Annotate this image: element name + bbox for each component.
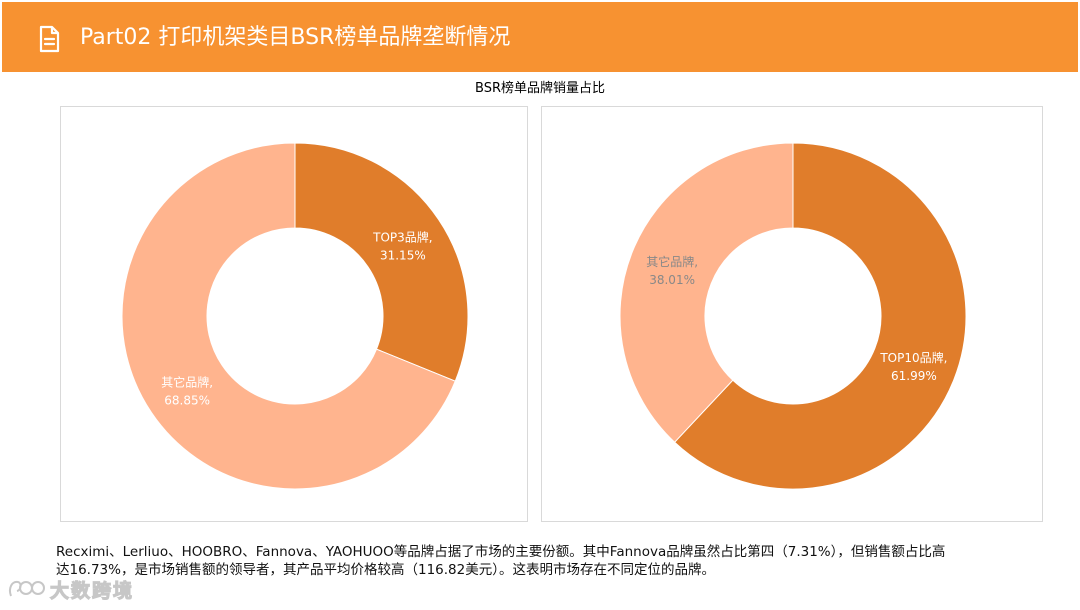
page-title: Part02 打印机架类目BSR榜单品牌垄断情况 bbox=[80, 25, 511, 50]
slice-label: 其它品牌, 68.85% bbox=[161, 375, 213, 408]
slice-percent: 68.85% bbox=[164, 394, 210, 408]
chart-panel-top10: TOP10品牌, 61.99% 其它品牌, 38.01% bbox=[541, 106, 1043, 522]
donut-slice bbox=[294, 142, 469, 382]
slice-name: TOP10品牌, bbox=[879, 351, 947, 365]
slice-name: 其它品牌, bbox=[646, 254, 698, 269]
logo-icon bbox=[8, 580, 45, 597]
slice-percent: 61.99% bbox=[891, 369, 937, 383]
donut-slice bbox=[619, 142, 794, 443]
watermark-text: 大数跨境 bbox=[49, 579, 135, 602]
slice-percent: 38.01% bbox=[649, 273, 695, 287]
summary-line-2: 达16.73%，是市场销售额的领导者，其产品平均价格较高（116.82美元）。这… bbox=[56, 562, 715, 578]
summary-text: Recximi、Lerliuo、HOOBRO、Fannova、YAOHUOO等品… bbox=[56, 543, 1046, 579]
chart-panel-top3: TOP3品牌, 31.15% 其它品牌, 68.85% bbox=[60, 106, 528, 522]
summary-line-1: Recximi、Lerliuo、HOOBRO、Fannova、YAOHUOO等品… bbox=[56, 544, 946, 560]
donut-chart-top10: TOP10品牌, 61.99% 其它品牌, 38.01% bbox=[619, 142, 967, 490]
slice-percent: 31.15% bbox=[380, 248, 426, 262]
slice-label: 其它品牌, 38.01% bbox=[646, 254, 698, 287]
slice-label: TOP3品牌, 31.15% bbox=[372, 230, 432, 262]
chart-title: BSR榜单品牌销量占比 bbox=[475, 81, 605, 96]
header-bar: Part02 打印机架类目BSR榜单品牌垄断情况 bbox=[2, 2, 1078, 72]
watermark: 大数跨境 bbox=[6, 574, 134, 604]
donut-slice bbox=[121, 142, 456, 490]
document-icon bbox=[39, 25, 60, 53]
donut-chart-top3: TOP3品牌, 31.15% 其它品牌, 68.85% bbox=[121, 142, 469, 490]
donut-slice bbox=[673, 142, 967, 490]
slice-label: TOP10品牌, 61.99% bbox=[879, 351, 947, 383]
slice-name: 其它品牌, bbox=[161, 375, 213, 390]
slice-name: TOP3品牌, bbox=[372, 230, 432, 244]
